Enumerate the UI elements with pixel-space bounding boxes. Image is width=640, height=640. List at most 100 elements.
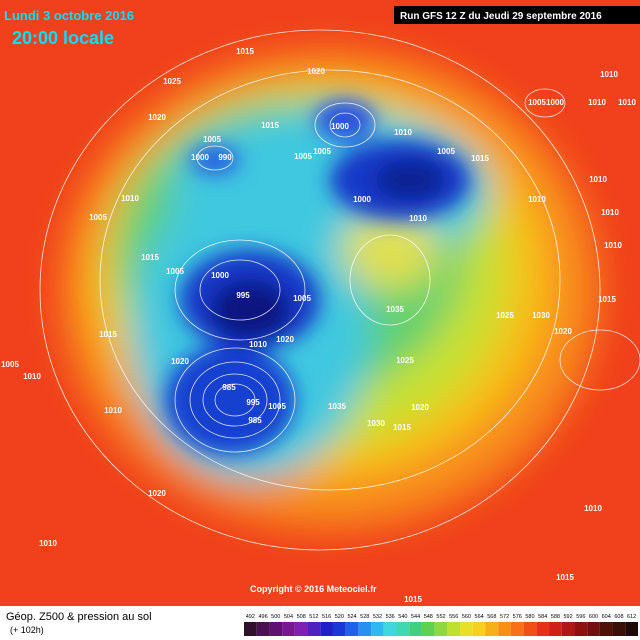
scale-swatch: [574, 622, 588, 636]
scale-swatch: [421, 622, 435, 636]
scale-label: 556: [449, 614, 458, 620]
isobar-label: 1020: [411, 403, 429, 412]
isobars: [39, 29, 640, 551]
isobar-label: 1015: [404, 595, 422, 604]
isobar-label: 1010: [601, 208, 619, 217]
isobar-label: 1025: [496, 311, 514, 320]
isobar-label: 1015: [141, 253, 159, 262]
isobar-label: 1015: [236, 47, 254, 56]
scale-label: 544: [411, 614, 420, 620]
isobar-label: 1005: [528, 98, 546, 107]
isobar-label: 1030: [532, 311, 550, 320]
isobar-label: 1015: [471, 154, 489, 163]
scale-swatch: [294, 622, 308, 636]
isobar-label: 1010: [39, 539, 57, 548]
scale-swatch: [371, 622, 384, 636]
isobar-label: 1020: [554, 327, 572, 336]
run-banner: [394, 6, 640, 24]
isobar-label: 1005: [89, 213, 107, 222]
isobar-label: 1010: [528, 195, 546, 204]
scale-label: 528: [360, 614, 369, 620]
isobar-label: 1020: [276, 335, 294, 344]
scale-swatch: [625, 622, 638, 636]
isobar-label: 1020: [148, 113, 166, 122]
scale-label: 512: [309, 614, 318, 620]
isobar-label: 1010: [584, 504, 602, 513]
scale-label: 564: [475, 614, 484, 620]
isobar-label: 1025: [396, 356, 414, 365]
scale-swatch: [460, 622, 473, 636]
scale-swatch: [612, 622, 626, 636]
scale-swatch: [409, 622, 422, 636]
isobar-label: 1005: [294, 152, 312, 161]
scale-label: 596: [576, 614, 585, 620]
isobar-label: 1010: [588, 98, 606, 107]
scale-label: 504: [284, 614, 293, 620]
isobar-label: 1020: [171, 357, 189, 366]
scale-swatch: [599, 622, 613, 636]
isobar-label: 1010: [23, 372, 41, 381]
copyright: Copyright © 2016 Meteociel.fr: [250, 584, 377, 594]
isobar-label: 985: [222, 383, 236, 392]
scale-label: 608: [614, 614, 623, 620]
scale-swatch: [485, 622, 499, 636]
scale-label: 588: [551, 614, 560, 620]
scale-swatch: [561, 622, 575, 636]
scale-label: 576: [513, 614, 522, 620]
run-info: Run GFS 12 Z du Jeudi 29 septembre 2016: [400, 11, 602, 22]
isobar-label: 1010: [104, 406, 122, 415]
isobar-label: 1000: [546, 98, 564, 107]
scale-swatch: [472, 622, 486, 636]
scale-label: 532: [373, 614, 382, 620]
isobar-label: 1015: [393, 423, 411, 432]
product-title: Géop. Z500 & pression au sol: [6, 611, 152, 623]
scale-swatch: [396, 622, 410, 636]
isobar-label: 1015: [598, 295, 616, 304]
low-centers: [165, 100, 470, 455]
scale-swatch: [383, 622, 397, 636]
isobar-label: 1000: [353, 195, 371, 204]
scale-swatch: [345, 622, 359, 636]
scale-label: 548: [424, 614, 433, 620]
scale-label: 508: [297, 614, 306, 620]
scale-swatch: [244, 622, 257, 636]
scale-label: 552: [436, 614, 445, 620]
isobar-label: 1005: [166, 267, 184, 276]
scale-label: 572: [500, 614, 509, 620]
isobar-label: 995: [246, 398, 260, 407]
isobar-label: 1015: [556, 573, 574, 582]
scale-label: 604: [602, 614, 611, 620]
scale-swatch: [498, 622, 511, 636]
isobar-label: 1010: [589, 175, 607, 184]
scale-label: 612: [627, 614, 636, 620]
scale-label: 536: [386, 614, 395, 620]
isobar-label: 995: [236, 291, 250, 300]
scale-label: 520: [335, 614, 344, 620]
scale-label: 580: [525, 614, 534, 620]
isobar-label: 1000: [331, 122, 349, 131]
isobar-label: 1000: [211, 271, 229, 280]
scale-swatch: [269, 622, 283, 636]
isobar-label: 1005: [268, 402, 286, 411]
isobar-label: 1030: [367, 419, 385, 428]
scale-label: 592: [564, 614, 573, 620]
scale-label: 568: [487, 614, 496, 620]
isobar-label: 1010: [600, 70, 618, 79]
scale-label: 500: [271, 614, 280, 620]
scale-swatch: [256, 622, 270, 636]
scale-label: 584: [538, 614, 547, 620]
color-scale: 492 496 500 504 508 512 516 520 524 528 532 536 540 5…: [244, 614, 638, 636]
isobar-label: 1010: [604, 241, 622, 250]
isobar-label: 1005: [1, 360, 19, 369]
scale-swatch: [447, 622, 461, 636]
isobar-label: 1005: [313, 147, 331, 156]
isobar-label: 1010: [121, 194, 139, 203]
scale-swatch: [523, 622, 537, 636]
scale-label: 492: [246, 614, 255, 620]
scale-label: 516: [322, 614, 331, 620]
isobar-label: 1020: [307, 67, 325, 76]
scale-swatch: [332, 622, 346, 636]
isobar-label: 1010: [249, 340, 267, 349]
isobar-label: 1020: [148, 489, 166, 498]
